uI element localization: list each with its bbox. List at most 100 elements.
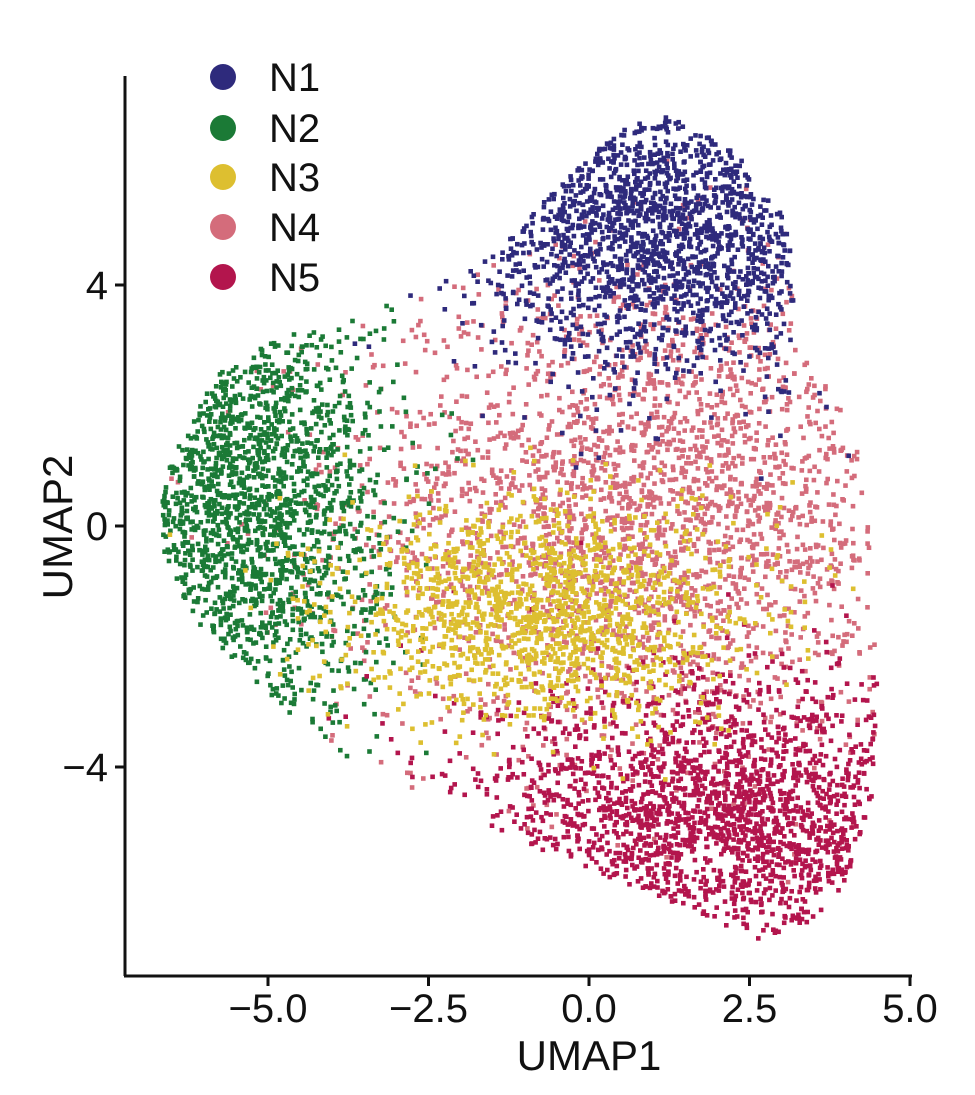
scatter-point-n2 — [315, 566, 321, 571]
scatter-point-n1 — [664, 355, 670, 360]
scatter-point-n4 — [652, 311, 658, 317]
scatter-point-n2 — [242, 369, 248, 375]
scatter-point-n1 — [567, 244, 573, 249]
scatter-point-n4 — [806, 382, 812, 387]
scatter-point-n4 — [533, 660, 539, 666]
scatter-point-n4 — [688, 461, 694, 466]
scatter-point-n1 — [667, 209, 673, 214]
scatter-point-n4 — [736, 453, 742, 459]
scatter-point-n4 — [670, 522, 675, 527]
scatter-point-n2 — [242, 525, 248, 531]
scatter-point-n4 — [703, 355, 709, 360]
scatter-point-n4 — [479, 511, 485, 516]
scatter-point-n1 — [699, 177, 705, 182]
scatter-point-n4 — [836, 568, 841, 574]
scatter-point-n2 — [244, 547, 250, 552]
scatter-point-n4 — [263, 610, 269, 615]
scatter-point-n4 — [451, 693, 457, 699]
scatter-point-n4 — [784, 299, 789, 305]
scatter-point-n4 — [643, 571, 648, 577]
scatter-point-n2 — [290, 606, 296, 612]
scatter-point-n4 — [692, 652, 698, 658]
scatter-point-n4 — [777, 476, 782, 481]
scatter-point-n1 — [617, 194, 623, 199]
scatter-point-n2 — [200, 552, 205, 557]
scatter-point-n2 — [246, 660, 251, 666]
scatter-point-n2 — [231, 593, 236, 598]
scatter-point-n4 — [506, 635, 511, 640]
scatter-point-n1 — [661, 275, 667, 281]
scatter-point-n4 — [705, 503, 711, 509]
scatter-point-n4 — [838, 448, 843, 453]
scatter-point-n4 — [475, 572, 481, 578]
scatter-point-n4 — [535, 459, 541, 464]
scatter-point-n4 — [772, 562, 778, 567]
scatter-point-n2 — [203, 564, 209, 569]
scatter-point-n4 — [600, 705, 606, 711]
scatter-point-n1 — [673, 205, 679, 211]
scatter-point-n4 — [609, 578, 615, 583]
scatter-point-n2 — [273, 638, 279, 643]
scatter-point-n4 — [589, 469, 595, 474]
scatter-point-n2 — [265, 407, 270, 412]
scatter-point-n2 — [244, 517, 249, 522]
scatter-point-n4 — [778, 694, 783, 700]
scatter-point-n4 — [615, 439, 620, 444]
scatter-point-n2 — [241, 477, 246, 483]
scatter-point-n4 — [608, 604, 613, 609]
scatter-point-n4 — [479, 347, 484, 352]
scatter-point-n1 — [788, 283, 793, 289]
scatter-point-n2 — [227, 430, 233, 436]
scatter-point-n4 — [616, 294, 621, 300]
scatter-point-n2 — [309, 604, 314, 609]
scatter-point-n4 — [643, 655, 648, 660]
scatter-point-n4 — [668, 526, 674, 531]
scatter-point-n1 — [713, 177, 718, 182]
scatter-point-n4 — [651, 620, 657, 625]
scatter-point-n1 — [568, 174, 573, 179]
scatter-point-n2 — [329, 344, 334, 350]
scatter-point-n4 — [579, 445, 585, 450]
scatter-point-n1 — [759, 279, 765, 284]
scatter-point-n4 — [583, 437, 588, 442]
scatter-point-n2 — [221, 395, 226, 401]
scatter-point-n4 — [459, 493, 465, 499]
scatter-point-n4 — [367, 456, 372, 462]
scatter-point-n2 — [198, 622, 203, 627]
scatter-point-n1 — [570, 351, 576, 356]
scatter-point-n4 — [415, 675, 421, 680]
scatter-point-n2 — [201, 449, 206, 455]
scatter-point-n1 — [676, 196, 682, 202]
scatter-point-n4 — [716, 373, 722, 379]
scatter-point-n1 — [605, 194, 611, 199]
scatter-point-n4 — [630, 343, 635, 348]
scatter-point-n4 — [509, 340, 514, 346]
scatter-point-n4 — [434, 463, 440, 469]
scatter-point-n2 — [246, 537, 252, 543]
scatter-point-n4 — [807, 468, 813, 474]
scatter-point-n1 — [695, 301, 701, 306]
scatter-point-n4 — [714, 485, 720, 490]
scatter-point-n4 — [678, 419, 683, 425]
scatter-point-n4 — [391, 501, 397, 506]
scatter-point-n4 — [695, 536, 701, 542]
scatter-point-n4 — [716, 521, 721, 527]
scatter-point-n4 — [648, 502, 653, 507]
scatter-point-n4 — [763, 396, 769, 402]
scatter-point-n4 — [859, 490, 865, 496]
scatter-point-n4 — [840, 643, 845, 648]
scatter-point-n4 — [551, 464, 556, 470]
scatter-point-n4 — [665, 382, 671, 388]
scatter-point-n2 — [263, 473, 269, 479]
scatter-point-n2 — [306, 502, 311, 508]
scatter-point-n1 — [667, 225, 672, 230]
scatter-point-n4 — [601, 496, 607, 501]
scatter-point-n4 — [684, 419, 690, 424]
scatter-point-n2 — [389, 307, 394, 312]
scatter-point-n4 — [620, 516, 625, 522]
scatter-point-n2 — [212, 516, 217, 521]
scatter-point-n2 — [279, 561, 284, 567]
scatter-point-n4 — [745, 379, 751, 385]
scatter-point-n4 — [601, 382, 606, 387]
scatter-point-n4 — [564, 586, 570, 592]
